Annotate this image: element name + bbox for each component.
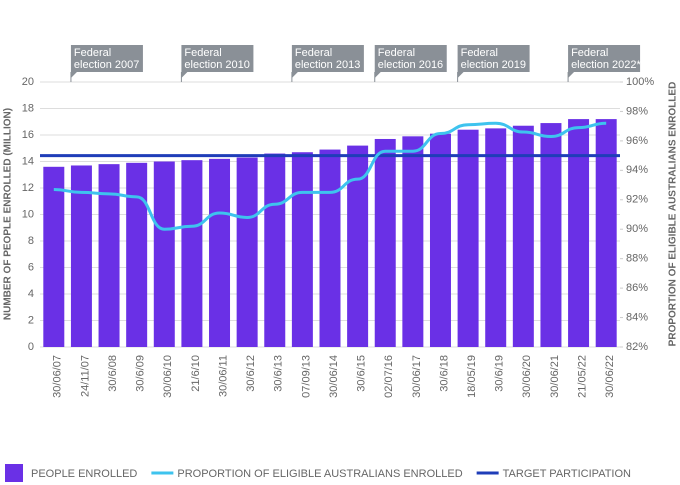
annotation-pointer xyxy=(457,72,464,78)
x-tick-label: 30/6/19 xyxy=(494,355,506,392)
bar xyxy=(457,129,479,347)
x-tick-label: 30/6/18 xyxy=(438,355,450,392)
annotation-flag xyxy=(70,45,143,72)
annotation-text: Federal xyxy=(571,47,608,59)
legend-label: PROPORTION OF ELIGIBLE AUSTRALIANS ENROL… xyxy=(177,468,462,480)
x-tick-label: 21/6/10 xyxy=(190,355,202,392)
annotation-text: Federal xyxy=(74,47,111,59)
y-tick-label: 12 xyxy=(22,182,34,194)
bar xyxy=(264,153,286,347)
annotation-flag xyxy=(374,45,447,72)
y2-tick-label: 84% xyxy=(626,311,648,323)
y-tick-label: 4 xyxy=(28,288,34,300)
annotation-text: election 2022* xyxy=(571,59,641,71)
annotation-text: election 2010 xyxy=(184,59,249,71)
bar xyxy=(153,161,175,347)
x-tick-label: 21/05/22 xyxy=(576,355,588,398)
x-tick-label: 30/6/13 xyxy=(273,355,285,392)
annotation-pointer xyxy=(568,72,575,78)
bar xyxy=(374,138,396,347)
y-tick-label: 2 xyxy=(28,314,34,326)
y-tick-label: 10 xyxy=(22,208,34,220)
bar xyxy=(236,157,258,347)
annotation-flag xyxy=(181,45,254,72)
y-tick-label: 16 xyxy=(22,129,34,141)
x-tick-label: 30/06/22 xyxy=(604,355,616,398)
bar xyxy=(70,165,92,347)
annotation-text: Federal xyxy=(378,47,415,59)
legend-label: PEOPLE ENROLLED xyxy=(31,468,137,480)
x-tick-label: 30/6/09 xyxy=(135,355,147,392)
x-tick-label: 07/09/13 xyxy=(300,355,312,398)
annotation-pointer xyxy=(181,72,188,78)
x-tick-label: 30/6/12 xyxy=(245,355,257,392)
bar xyxy=(595,119,617,347)
x-tick-label: 30/06/21 xyxy=(549,355,561,398)
annotation-text: election 2007 xyxy=(74,59,139,71)
y-tick-label: 6 xyxy=(28,261,34,273)
legend-swatch xyxy=(5,464,23,482)
bar xyxy=(568,119,590,347)
x-tick-label: 24/11/07 xyxy=(79,355,91,397)
annotation-pointer xyxy=(291,72,298,78)
bar xyxy=(126,162,148,347)
bar xyxy=(512,125,534,347)
y2-tick-label: 94% xyxy=(626,164,648,176)
bar xyxy=(402,136,424,347)
y2-tick-label: 86% xyxy=(626,282,648,294)
y-tick-label: 14 xyxy=(22,155,34,167)
bar xyxy=(485,128,507,347)
x-tick-label: 30/6/08 xyxy=(107,355,119,392)
y-tick-label: 20 xyxy=(22,76,34,88)
annotation-text: election 2013 xyxy=(295,59,360,71)
y2-tick-label: 98% xyxy=(626,105,648,117)
x-tick-label: 30/06/20 xyxy=(521,355,533,398)
y2-tick-label: 90% xyxy=(626,223,648,235)
y-axis-label: NUMBER OF PEOPLE ENROLLED (MILLION) xyxy=(3,108,14,320)
annotation-pointer xyxy=(374,72,381,78)
y2-tick-label: 88% xyxy=(626,253,648,265)
bar xyxy=(291,152,313,347)
bar xyxy=(181,160,203,347)
annotation-flag xyxy=(291,45,364,72)
y2-tick-label: 96% xyxy=(626,135,648,147)
bar xyxy=(209,158,231,347)
bar xyxy=(98,164,120,347)
x-tick-label: 30/06/17 xyxy=(411,355,423,398)
x-tick-label: 30/06/11 xyxy=(217,355,229,397)
line xyxy=(53,121,607,231)
annotation-text: Federal xyxy=(295,47,332,59)
annotation-text: Federal xyxy=(461,47,498,59)
y2-tick-label: 92% xyxy=(626,194,648,206)
bar xyxy=(540,123,562,347)
annotation-flag xyxy=(457,45,530,72)
bar xyxy=(319,149,341,347)
x-tick-label: 30/06/14 xyxy=(328,355,340,398)
bar xyxy=(347,145,369,347)
annotation-text: Federal xyxy=(184,47,221,59)
x-tick-label: 30/06/07 xyxy=(52,355,64,398)
x-tick-label: 18/05/19 xyxy=(466,355,478,398)
y2-tick-label: 82% xyxy=(626,341,648,353)
x-tick-label: 02/07/16 xyxy=(383,355,395,398)
bar xyxy=(43,166,65,347)
y2-tick-label: 100% xyxy=(626,76,654,88)
y-tick-label: 8 xyxy=(28,235,34,247)
x-tick-label: 30/6/15 xyxy=(356,355,368,392)
annotation-flag xyxy=(568,45,641,72)
y2-axis-label: PROPORTION OF ELIGIBLE AUSTRALIANS ENROL… xyxy=(668,82,679,347)
y-tick-label: 0 xyxy=(28,341,34,353)
x-tick-label: 30/06/10 xyxy=(162,355,174,398)
legend-label: TARGET PARTICIPATION xyxy=(503,468,631,480)
bar xyxy=(429,133,451,347)
y-tick-label: 18 xyxy=(22,102,34,114)
annotation-text: election 2016 xyxy=(378,59,443,71)
annotation-pointer xyxy=(70,72,77,78)
annotation-text: election 2019 xyxy=(461,59,526,71)
